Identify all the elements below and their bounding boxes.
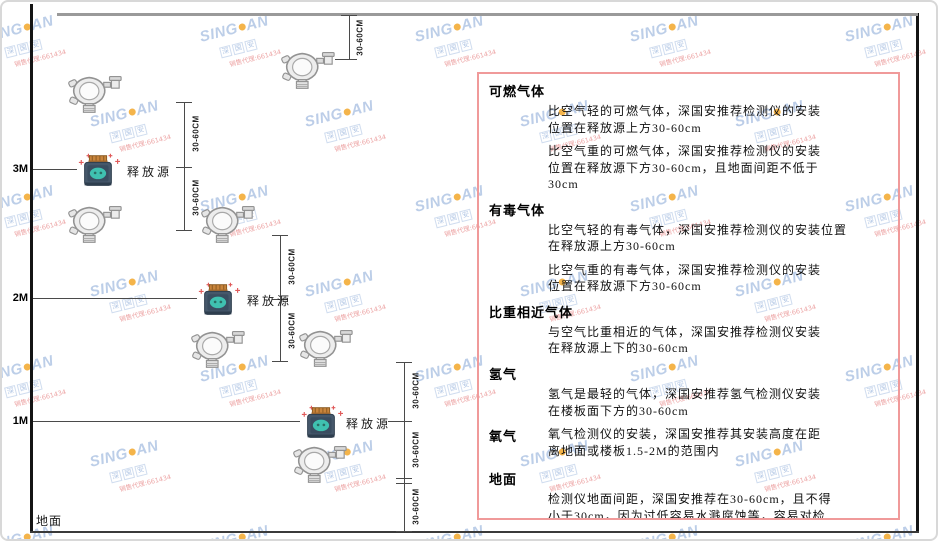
section-flammable-gas: 可燃气体 比空气轻的可燃气体，深国安推荐检测仪的安装 位置在释放源上方30-60…: [489, 81, 888, 193]
gas-detector-icon: [281, 48, 337, 95]
release-source-icon: [299, 405, 343, 446]
info-panel: 可燃气体 比空气轻的可燃气体，深国安推荐检测仪的安装 位置在释放源上方30-60…: [477, 72, 900, 520]
dimension-label: 30-60CM: [411, 431, 421, 468]
release-source-label: 释放源: [247, 294, 293, 308]
height-label-1m: 1M: [12, 415, 28, 427]
dimension-label: 30-60CM: [287, 312, 297, 349]
dimension-tick: [396, 421, 412, 422]
section-paragraph: 氧气检测仪的安装，深国安推荐其安装高度在距 离地面或楼板1.5-2M的范围内: [548, 427, 822, 458]
gas-detector-icon: [191, 327, 247, 374]
section-toxic-gas: 有毒气体 比空气轻的有毒气体，深国安推荐检测仪的安装位置 在释放源上方30-60…: [489, 200, 888, 295]
dimension-tick: [396, 531, 412, 532]
dimension-tick: [272, 299, 288, 300]
dimension-line: [404, 362, 405, 532]
dimension-label: 30-60CM: [287, 248, 297, 285]
dimension-label: 30-60CM: [411, 372, 421, 409]
dimension-label: 30-60CM: [191, 115, 201, 152]
section-heading: 氧气: [489, 429, 518, 445]
gas-detector-icon: [201, 202, 257, 249]
dimension-tick: [176, 102, 192, 103]
gas-detector-glyph: [68, 206, 122, 243]
dimension-tick: [396, 362, 412, 363]
gas-detector-icon: [299, 326, 355, 373]
height-label-3m: 3M: [12, 163, 28, 175]
section-paragraph: 氢气是最轻的气体，深国安推荐氢气检测仪安装 在楼板面下方的30-60cm: [548, 387, 822, 418]
section-paragraph: 检测仪地面间距，深国安推荐在30-60cm，且不得 小于30cm，因为过低容易水…: [548, 492, 832, 520]
release-source-label: 释放源: [346, 417, 392, 431]
section-paragraph: 与空气比重相近的气体，深国安推荐检测仪安装 在释放源上下的30-60cm: [548, 324, 822, 356]
section-heading: 地面: [489, 472, 518, 488]
section-ground: 地面 检测仪地面间距，深国安推荐在30-60cm，且不得 小于30cm，因为过低…: [489, 469, 888, 520]
section-hydrogen: 氢气 氢气是最轻的气体，深国安推荐氢气检测仪安装 在楼板面下方的30-60cm: [489, 364, 888, 419]
floor-line: [30, 531, 919, 533]
dimension-tick: [176, 230, 192, 231]
dimension-tick: [396, 483, 412, 484]
section-heading: 可燃气体: [489, 84, 546, 99]
dimension-tick: [272, 361, 288, 362]
section-paragraph: 比空气重的可燃气体，深国安推荐检测仪的安装 位置在释放源下方30-60cm，且地…: [548, 144, 822, 192]
gas-detector-glyph: [299, 330, 353, 367]
section-heading: 氢气: [489, 367, 518, 383]
gas-detector-glyph: [293, 446, 347, 483]
dimension-line: [349, 15, 350, 60]
section-heading: 有毒气体: [489, 202, 546, 218]
section-paragraph: 比空气轻的有毒气体，深国安推荐检测仪的安装位置 在释放源上方30-60cm: [548, 222, 848, 254]
ref-line-2m: [33, 298, 197, 299]
gas-detector-icon: [293, 442, 349, 489]
dimension-tick: [341, 59, 357, 60]
dimension-tick: [341, 15, 357, 16]
dimension-line: [280, 235, 281, 361]
release-source-glyph: [301, 405, 343, 438]
gas-detector-glyph: [281, 52, 335, 89]
gas-detector-glyph: [191, 331, 245, 368]
dimension-label: 30-60CM: [191, 179, 201, 216]
height-label-2m: 2M: [12, 292, 28, 304]
release-source-icon: [76, 153, 120, 194]
section-oxygen: 氧气 氧气检测仪的安装，深国安推荐其安装高度在距 离地面或楼板1.5-2M的范围…: [489, 426, 888, 459]
ceiling-line: [57, 13, 918, 16]
release-source-glyph: [78, 153, 120, 186]
ref-line-3m: [33, 169, 77, 170]
section-heading: 比重相近气体: [489, 304, 574, 320]
dimension-line: [184, 102, 185, 230]
gas-detector-glyph: [201, 206, 255, 243]
right-wall-line: [916, 13, 919, 533]
dimension-label: 30-60CM: [411, 488, 421, 525]
ref-line-1m: [33, 421, 300, 422]
gas-detector-icon: [68, 72, 124, 119]
left-wall-line: [30, 4, 33, 533]
ground-label: 地面: [36, 514, 63, 528]
section-similar-density-gas: 比重相近气体 与空气比重相近的气体，深国安推荐检测仪安装 在释放源上下的30-6…: [489, 302, 888, 357]
dimension-tick: [272, 235, 288, 236]
ref-line-1m-right: [388, 421, 401, 422]
dimension-label: 30-60CM: [355, 19, 365, 56]
gas-detector-icon: [68, 202, 124, 249]
release-source-icon: [196, 282, 240, 323]
dimension-tick: [396, 478, 412, 479]
section-paragraph: 比空气重的有毒气体，深国安推荐检测仪的安装 位置在释放源下方30-60cm: [548, 262, 822, 294]
gas-detector-glyph: [68, 76, 122, 113]
dimension-tick: [176, 167, 192, 168]
section-paragraph: 比空气轻的可燃气体，深国安推荐检测仪的安装 位置在释放源上方30-60cm: [548, 104, 822, 135]
release-source-glyph: [198, 282, 240, 315]
release-source-label: 释放源: [127, 165, 173, 179]
